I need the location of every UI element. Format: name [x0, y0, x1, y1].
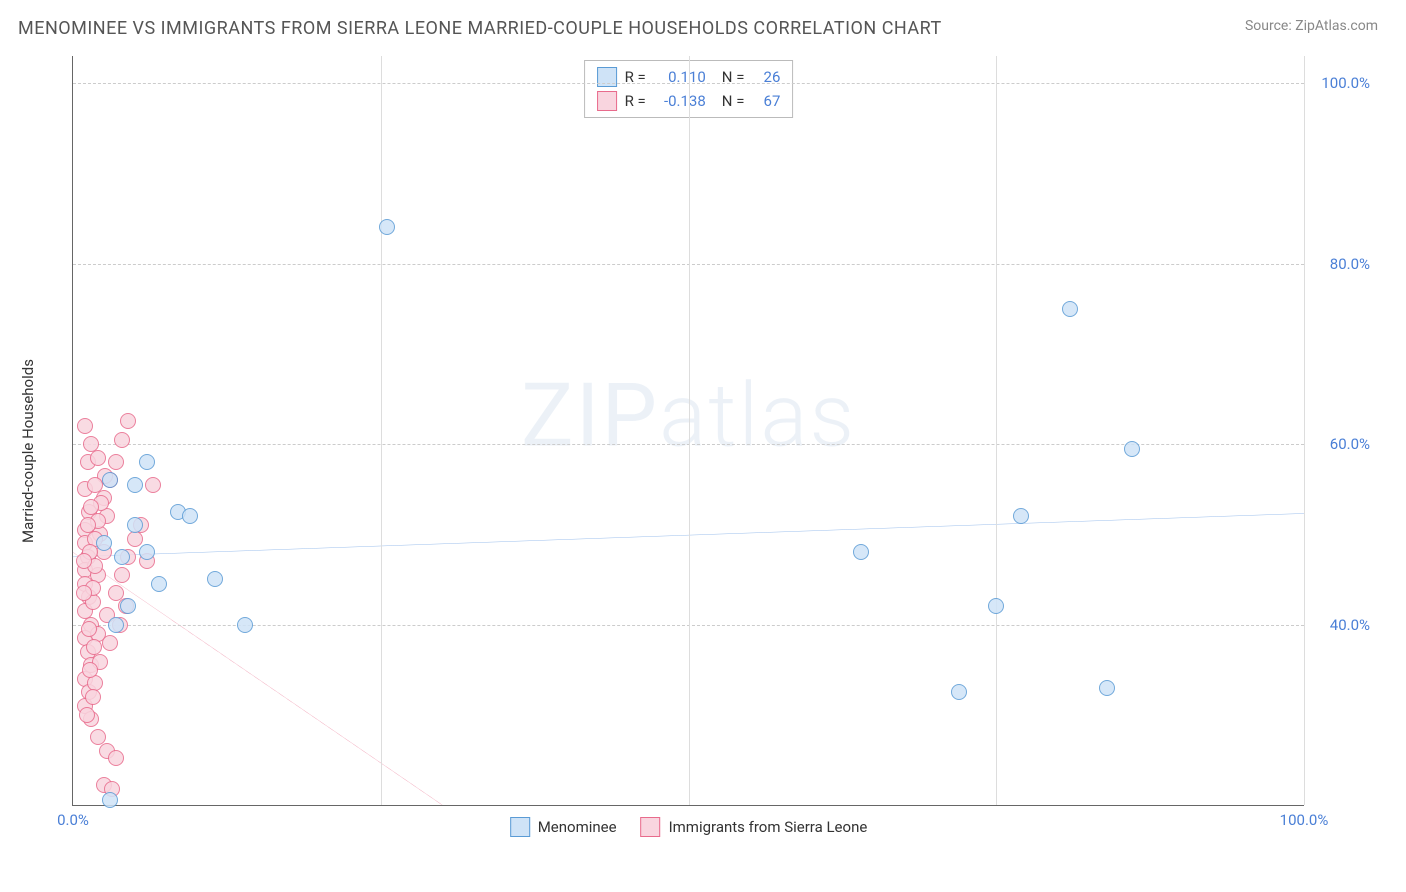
data-point	[120, 413, 136, 429]
legend-n-label: N =	[722, 89, 745, 113]
legend-swatch	[641, 817, 661, 837]
data-point	[87, 477, 103, 493]
data-point	[83, 499, 99, 515]
data-point	[951, 684, 967, 700]
x-tick-label: 100.0%	[1280, 811, 1329, 829]
series-legend-label: Menominee	[538, 818, 617, 836]
data-point	[988, 598, 1004, 614]
legend-swatch	[597, 91, 617, 111]
data-point	[237, 617, 253, 633]
data-point	[77, 418, 93, 434]
data-point	[86, 639, 102, 655]
gridline-v	[381, 56, 382, 805]
data-point	[102, 472, 118, 488]
legend-r-value: -0.138	[654, 89, 706, 113]
data-point	[102, 792, 118, 808]
data-point	[139, 454, 155, 470]
data-point	[1013, 508, 1029, 524]
x-tick-label: 0.0%	[57, 811, 89, 829]
data-point	[182, 508, 198, 524]
y-tick-label: 60.0%	[1310, 435, 1370, 453]
data-point	[102, 635, 118, 651]
gridline-v	[689, 56, 690, 805]
plot-area: ZIPatlas R =0.110N =26R =-0.138N =67 Men…	[72, 56, 1304, 806]
data-point	[96, 535, 112, 551]
data-point	[1124, 441, 1140, 457]
data-point	[127, 517, 143, 533]
data-point	[379, 219, 395, 235]
data-point	[108, 750, 124, 766]
legend-r-label: R =	[625, 65, 646, 89]
data-point	[83, 436, 99, 452]
series-legend: Menominee Immigrants from Sierra Leone	[510, 817, 868, 837]
legend-r-label: R =	[625, 89, 646, 113]
data-point	[108, 617, 124, 633]
data-point	[114, 432, 130, 448]
legend-n-value: 26	[752, 65, 780, 89]
data-point	[120, 598, 136, 614]
data-point	[853, 544, 869, 560]
series-legend-label: Immigrants from Sierra Leone	[669, 818, 868, 836]
data-point	[81, 621, 97, 637]
data-point	[151, 576, 167, 592]
y-axis-label: Married-couple Households	[19, 359, 37, 543]
chart-title: MENOMINEE VS IMMIGRANTS FROM SIERRA LEON…	[18, 18, 942, 39]
data-point	[139, 544, 155, 560]
data-point	[108, 454, 124, 470]
data-point	[85, 689, 101, 705]
gridline-v	[1304, 56, 1305, 805]
data-point	[1099, 680, 1115, 696]
data-point	[127, 477, 143, 493]
data-point	[76, 585, 92, 601]
data-point	[114, 549, 130, 565]
data-point	[114, 567, 130, 583]
source-label: Source: ZipAtlas.com	[1245, 18, 1378, 34]
legend-swatch	[510, 817, 530, 837]
y-tick-label: 100.0%	[1310, 74, 1370, 92]
legend-r-value: 0.110	[654, 65, 706, 89]
legend-n-value: 67	[752, 89, 780, 113]
data-point	[1062, 301, 1078, 317]
data-point	[76, 553, 92, 569]
y-tick-label: 40.0%	[1310, 616, 1370, 634]
y-tick-label: 80.0%	[1310, 255, 1370, 273]
gridline-v	[996, 56, 997, 805]
data-point	[145, 477, 161, 493]
data-point	[82, 662, 98, 678]
series-legend-item: Menominee	[510, 817, 617, 837]
plot-container: Married-couple Households ZIPatlas R =0.…	[46, 56, 1374, 846]
series-legend-item: Immigrants from Sierra Leone	[641, 817, 868, 837]
data-point	[207, 571, 223, 587]
legend-n-label: N =	[722, 65, 745, 89]
data-point	[79, 707, 95, 723]
